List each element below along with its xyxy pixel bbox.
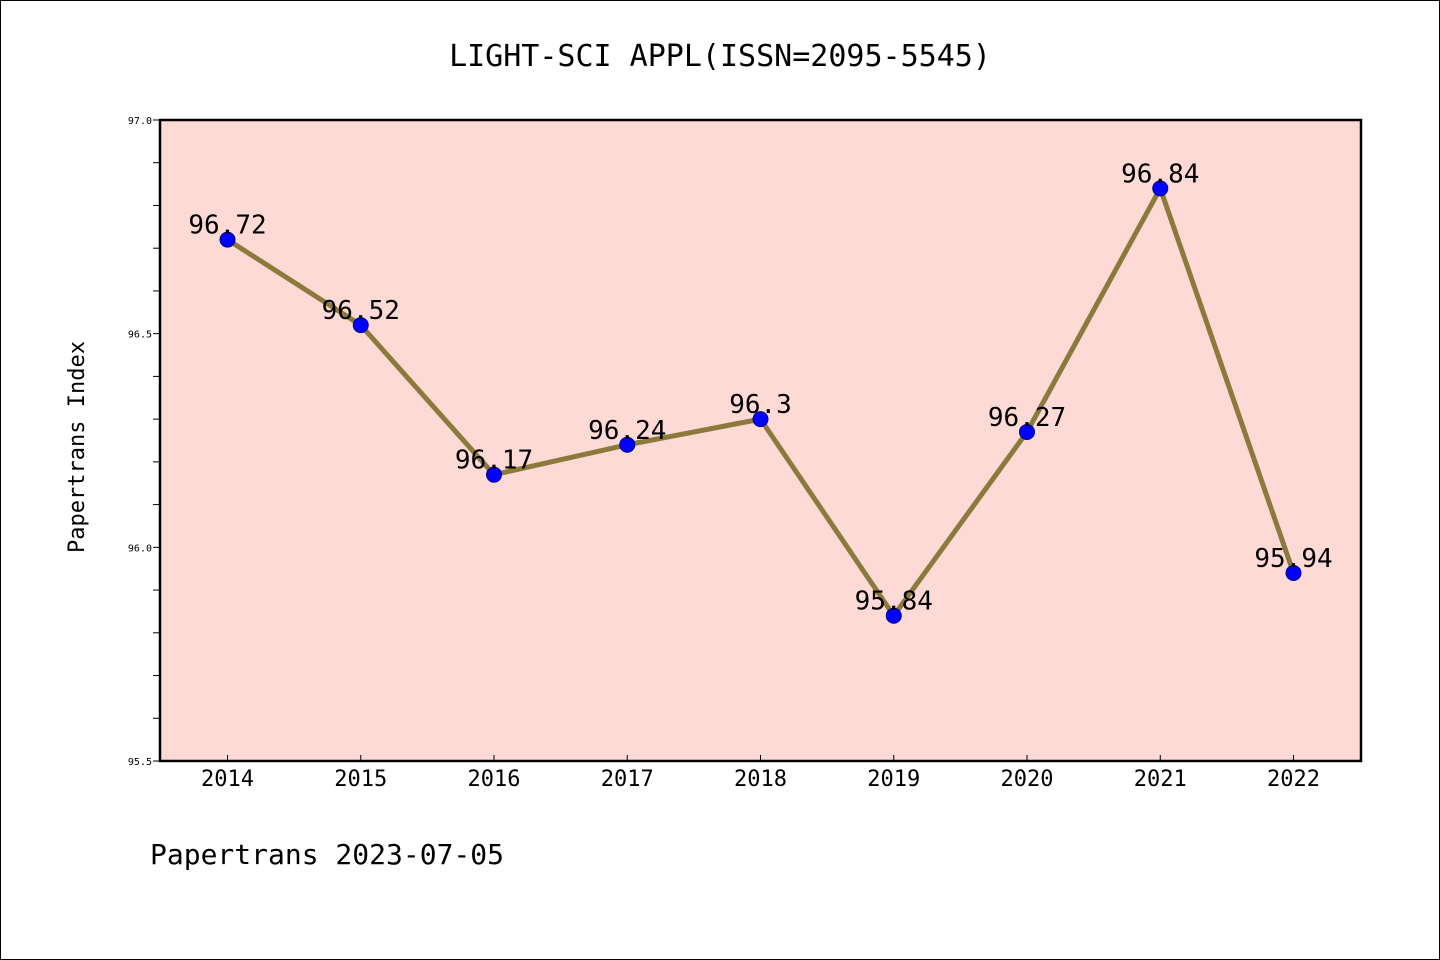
data-label: 96.27 [988, 403, 1066, 433]
y-tick-label: 96.0 [128, 543, 152, 554]
data-label: 96.3 [729, 390, 792, 420]
plot-area [158, 118, 1363, 763]
y-tick-label: 95.5 [128, 757, 152, 768]
chart-title: LIGHT-SCI APPL(ISSN=2095-5545) [449, 39, 991, 74]
data-label: 96.72 [188, 211, 266, 241]
y-axis-label: Papertrans Index [65, 341, 90, 553]
data-label: 96.52 [322, 296, 400, 326]
data-point [752, 411, 769, 428]
data-point [1285, 564, 1302, 581]
x-tick-label: 2019 [867, 767, 920, 792]
data-label: 95.84 [855, 587, 933, 617]
footer-text: Papertrans 2023-07-05 [150, 838, 504, 871]
data-point [219, 231, 236, 248]
x-tick-label: 2016 [468, 767, 521, 792]
data-point [619, 436, 636, 453]
x-axis: 2014 2015 2016 2017 2018 2019 2020 2021 2022 [201, 755, 1320, 792]
data-labels: 96.72 96.52 96.17 96.24 96.3 95.84 96.27 96.84 9… [188, 159, 1332, 616]
x-tick-label: 2021 [1134, 767, 1187, 792]
x-tick-label: 2018 [734, 767, 787, 792]
y-tick-label: 97.0 [128, 116, 152, 127]
y-tick-label: 96.5 [128, 330, 152, 341]
y-axis: 95.5 96.0 96.5 97.0 [128, 116, 160, 768]
x-tick-label: 2017 [601, 767, 654, 792]
x-tick-label: 2020 [1001, 767, 1054, 792]
data-point [486, 466, 502, 483]
x-tick-label: 2014 [201, 767, 254, 792]
data-label: 96.17 [455, 446, 533, 476]
data-markers [219, 180, 1302, 624]
x-tick-label: 2022 [1267, 767, 1320, 792]
data-point [1152, 180, 1169, 197]
data-point [885, 607, 902, 624]
data-label: 96.24 [588, 416, 666, 446]
data-point [352, 317, 369, 334]
data-label: 95.94 [1254, 544, 1332, 574]
x-tick-label: 2015 [334, 767, 387, 792]
data-label: 96.84 [1121, 159, 1199, 189]
data-point [1019, 423, 1035, 440]
